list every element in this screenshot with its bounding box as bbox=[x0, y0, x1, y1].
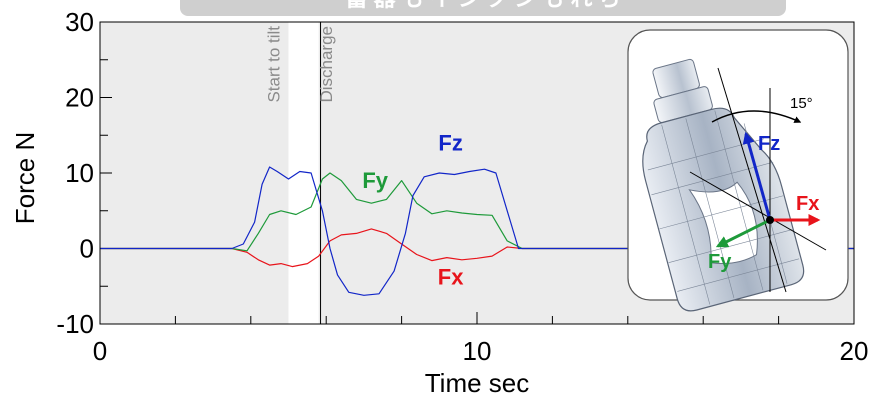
y-tick-label: 20 bbox=[65, 83, 94, 113]
y-tick-label: -10 bbox=[56, 309, 94, 339]
diagonal-reference-line bbox=[689, 171, 827, 251]
inset-fz-label: Fz bbox=[758, 133, 780, 155]
series-label-fy: Fy bbox=[362, 168, 388, 193]
angle-arc bbox=[711, 110, 802, 123]
y-tick-label: 0 bbox=[80, 234, 94, 264]
annotation-1: Discharge bbox=[317, 26, 336, 103]
y-axis-title: Force N bbox=[10, 132, 40, 224]
y-tick-label: 10 bbox=[65, 158, 94, 188]
x-axis-title: Time sec bbox=[425, 368, 530, 397]
bottle-inset: 15° Fz Fx Fy bbox=[627, 29, 849, 312]
fz-arrow bbox=[742, 131, 772, 221]
series-labels: Fz Fy Fx bbox=[362, 130, 464, 289]
tilt-band bbox=[288, 22, 319, 324]
origin-point bbox=[766, 216, 774, 224]
series-label-fx: Fx bbox=[438, 265, 464, 290]
series-line-fy bbox=[100, 172, 854, 252]
fy-arrow bbox=[715, 218, 771, 248]
angle-label: 15° bbox=[790, 95, 813, 112]
x-tick-label: 0 bbox=[93, 336, 107, 366]
series-label-fz: Fz bbox=[438, 130, 462, 155]
x-tick-label: 20 bbox=[840, 336, 869, 366]
series-line-fx bbox=[100, 228, 854, 268]
series-lines bbox=[100, 166, 854, 296]
x-tick-label: 10 bbox=[463, 336, 492, 366]
series-line-fz bbox=[100, 166, 854, 296]
top-banner-text: 蓄 器 も イ ン ク ン も れ ら bbox=[345, 0, 620, 11]
bottle-axis-line bbox=[717, 67, 787, 293]
plot-frame bbox=[99, 21, 855, 325]
inset-fy-label: Fy bbox=[708, 251, 732, 273]
inset-fx-label: Fx bbox=[796, 193, 819, 215]
annotations: Start to tilt Discharge bbox=[264, 26, 336, 103]
bottle-icon bbox=[642, 58, 805, 312]
annotation-0: Start to tilt bbox=[264, 26, 283, 103]
y-tick-label: 30 bbox=[65, 7, 94, 37]
top-banner bbox=[180, 0, 786, 16]
